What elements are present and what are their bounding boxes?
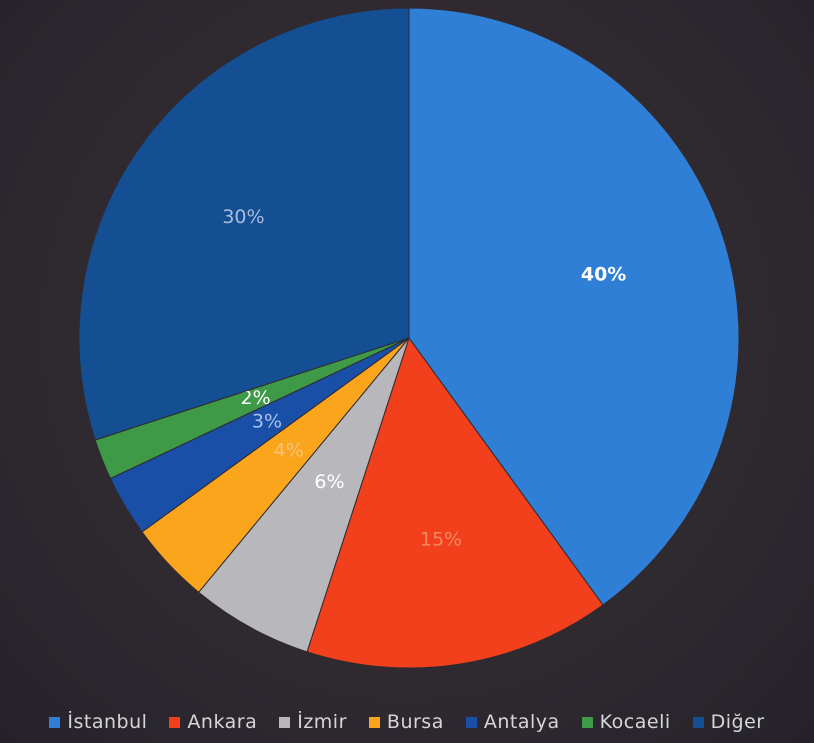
legend-item-bursa: Bursa bbox=[368, 711, 444, 733]
legend-label-istanbul: İstanbul bbox=[67, 711, 148, 733]
slice-label-istanbul: 40% bbox=[581, 263, 626, 285]
legend-label-ankara: Ankara bbox=[187, 711, 258, 733]
legend-label-izmir: İzmir bbox=[297, 711, 347, 733]
pie-chart-svg: 40% 15% 6% 4% 3%2% 30% bbox=[78, 7, 740, 669]
pie-slice-diger bbox=[78, 7, 410, 441]
slice-label-diger: 30% bbox=[222, 206, 264, 228]
slice-label-antalya: 3% bbox=[252, 410, 282, 432]
pie-slice-izmir bbox=[197, 337, 410, 653]
slice-label-ankara: 15% bbox=[420, 529, 462, 551]
legend-item-ankara: Ankara bbox=[169, 711, 257, 733]
legend-item-kocaeli: Kocaeli bbox=[581, 711, 671, 733]
legend-item-istanbul: İstanbul bbox=[49, 711, 147, 733]
legend-swatch-kocaeli bbox=[581, 716, 593, 728]
legend-swatch-istanbul bbox=[49, 716, 61, 728]
legend-label-bursa: Bursa bbox=[386, 711, 444, 733]
legend-label-antalya: Antalya bbox=[483, 711, 560, 733]
legend-swatch-antalya bbox=[465, 716, 477, 728]
slice-label-kocaeli: 2% bbox=[241, 387, 271, 409]
legend-swatch-ankara bbox=[169, 716, 181, 728]
legend-swatch-diger bbox=[692, 716, 704, 728]
legend-label-diger: Diğer bbox=[710, 711, 765, 733]
legend-item-diger: Diğer bbox=[692, 711, 765, 733]
slice-label-izmir: 6% bbox=[314, 471, 344, 493]
legend-item-antalya: Antalya bbox=[465, 711, 560, 733]
slice-label-bursa: 4% bbox=[274, 439, 304, 461]
legend-label-kocaeli: Kocaeli bbox=[599, 711, 671, 733]
legend-swatch-bursa bbox=[368, 716, 380, 728]
pie-slice-istanbul bbox=[408, 7, 740, 606]
pie-slice-ankara bbox=[306, 336, 604, 669]
legend-item-izmir: İzmir bbox=[279, 711, 347, 733]
chart-legend: İstanbul Ankara İzmir Bursa Antalya Kocaeli Di… bbox=[0, 706, 814, 738]
legend-swatch-izmir bbox=[279, 716, 291, 728]
